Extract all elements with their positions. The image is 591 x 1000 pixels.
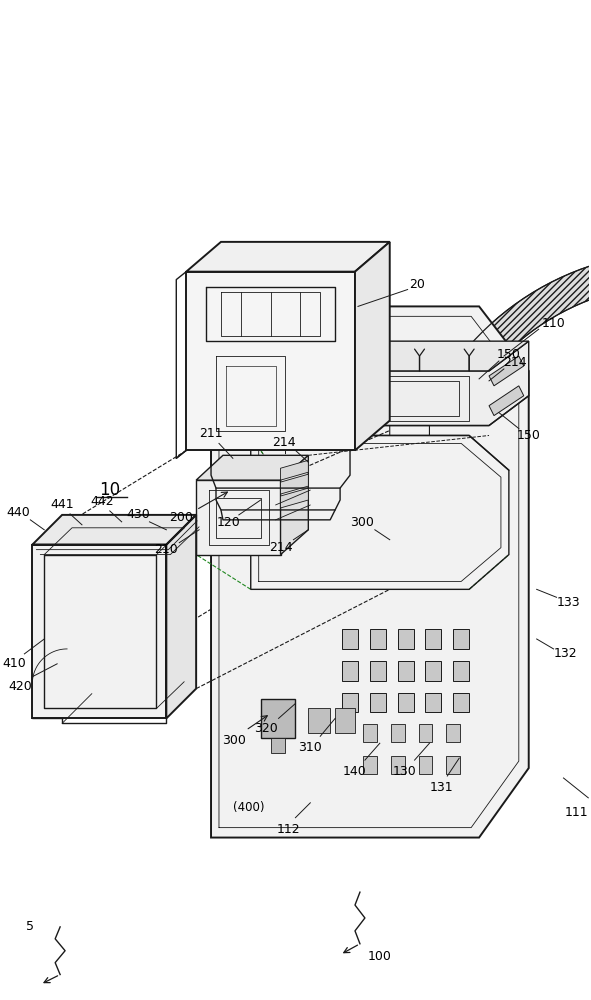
Polygon shape xyxy=(309,708,330,733)
Text: 430: 430 xyxy=(126,508,151,521)
Polygon shape xyxy=(186,242,389,272)
Text: 441: 441 xyxy=(50,498,74,511)
Text: 310: 310 xyxy=(298,741,322,754)
Text: 211: 211 xyxy=(199,427,223,440)
Polygon shape xyxy=(370,661,386,681)
Text: 200: 200 xyxy=(169,511,193,524)
Polygon shape xyxy=(166,515,196,718)
Polygon shape xyxy=(261,699,296,738)
Text: 320: 320 xyxy=(254,722,278,735)
Polygon shape xyxy=(281,474,309,494)
Polygon shape xyxy=(398,629,414,649)
Polygon shape xyxy=(370,629,386,649)
Text: 420: 420 xyxy=(8,680,33,693)
Polygon shape xyxy=(453,629,469,649)
Polygon shape xyxy=(437,252,591,446)
Text: 440: 440 xyxy=(7,506,30,519)
Text: 120: 120 xyxy=(217,516,241,529)
Polygon shape xyxy=(453,661,469,681)
Text: 5: 5 xyxy=(27,920,34,933)
Text: 133: 133 xyxy=(557,596,580,609)
Polygon shape xyxy=(418,756,433,774)
Polygon shape xyxy=(281,488,309,508)
Text: (400): (400) xyxy=(233,801,265,814)
Text: 130: 130 xyxy=(393,765,417,778)
Polygon shape xyxy=(342,629,358,649)
Text: 300: 300 xyxy=(222,734,246,747)
Text: 214: 214 xyxy=(503,356,527,369)
Polygon shape xyxy=(489,356,524,386)
Polygon shape xyxy=(335,708,355,733)
Text: 214: 214 xyxy=(272,436,296,449)
Text: 150: 150 xyxy=(517,429,541,442)
Text: 150: 150 xyxy=(497,348,521,361)
Polygon shape xyxy=(271,738,285,753)
Polygon shape xyxy=(33,545,166,718)
Polygon shape xyxy=(418,724,433,742)
Text: 132: 132 xyxy=(554,647,577,660)
Polygon shape xyxy=(426,629,441,649)
Text: 131: 131 xyxy=(430,781,453,794)
Text: 300: 300 xyxy=(350,516,374,529)
Text: 111: 111 xyxy=(564,806,588,819)
Polygon shape xyxy=(398,661,414,681)
Polygon shape xyxy=(363,724,377,742)
Polygon shape xyxy=(489,386,524,416)
Polygon shape xyxy=(33,515,196,545)
Polygon shape xyxy=(281,455,309,555)
Text: 20: 20 xyxy=(410,278,426,291)
Polygon shape xyxy=(391,756,405,774)
Text: 442: 442 xyxy=(90,495,113,508)
Polygon shape xyxy=(211,306,529,838)
Text: 214: 214 xyxy=(269,541,293,554)
Text: 10: 10 xyxy=(99,481,121,499)
Polygon shape xyxy=(446,724,460,742)
Text: 112: 112 xyxy=(277,823,300,836)
Polygon shape xyxy=(446,756,460,774)
Polygon shape xyxy=(290,341,529,426)
Polygon shape xyxy=(453,693,469,712)
Polygon shape xyxy=(426,693,441,712)
Text: 410: 410 xyxy=(2,657,27,670)
Text: 210: 210 xyxy=(154,543,178,556)
Polygon shape xyxy=(363,756,377,774)
Polygon shape xyxy=(355,242,389,450)
Polygon shape xyxy=(342,661,358,681)
Polygon shape xyxy=(281,460,309,480)
Polygon shape xyxy=(196,480,281,555)
Text: 140: 140 xyxy=(343,765,367,778)
Polygon shape xyxy=(370,693,386,712)
Polygon shape xyxy=(196,455,309,480)
Polygon shape xyxy=(391,724,405,742)
Polygon shape xyxy=(426,661,441,681)
Text: 110: 110 xyxy=(542,317,566,330)
Polygon shape xyxy=(342,693,358,712)
Text: 100: 100 xyxy=(368,950,392,963)
Polygon shape xyxy=(398,693,414,712)
Polygon shape xyxy=(290,341,529,371)
Polygon shape xyxy=(186,272,355,450)
